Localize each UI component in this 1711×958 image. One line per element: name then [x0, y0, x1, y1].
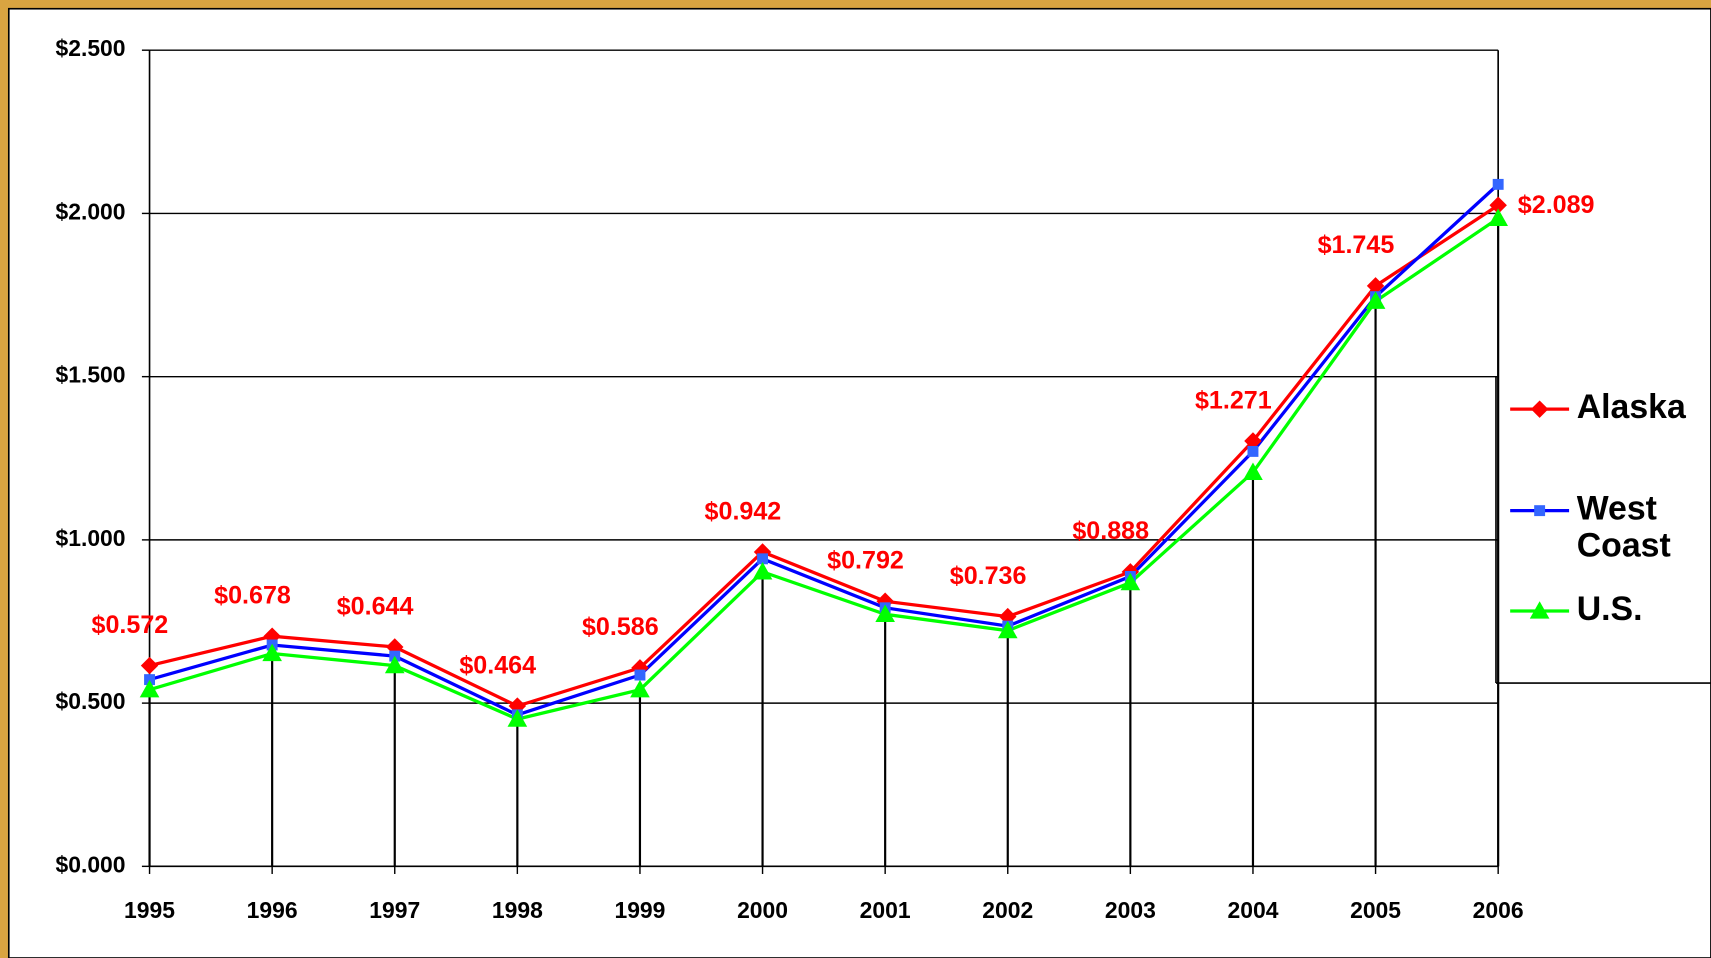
- point-marker: [262, 643, 282, 662]
- x-tick-label: 2000: [737, 897, 788, 923]
- y-tick-label: $2.000: [55, 198, 125, 224]
- data-label: $2.089: [1518, 191, 1595, 219]
- y-tick-label: $0.000: [55, 851, 125, 877]
- point-marker: [757, 553, 769, 565]
- y-tick-label: $1.000: [55, 525, 125, 551]
- point-marker: [1366, 277, 1385, 295]
- point-marker: [1492, 178, 1504, 190]
- series-line: [149, 203, 1500, 708]
- series-line: [149, 183, 1500, 717]
- point-marker: [752, 562, 773, 580]
- x-tick-label: 1997: [369, 897, 420, 923]
- x-tick-label: 2001: [860, 897, 911, 923]
- legend-marker: [1530, 400, 1549, 418]
- point-marker: [630, 679, 650, 698]
- y-tick-label: $2.500: [55, 35, 125, 61]
- legend-item: U.S.: [1576, 590, 1643, 628]
- legend-marker: [1529, 601, 1550, 619]
- point-marker: [1247, 445, 1259, 457]
- legend-label: West Coast: [1576, 489, 1671, 565]
- legend-marker: [1534, 505, 1546, 517]
- point-marker: [384, 655, 405, 674]
- chart-area: [7, 7, 1711, 958]
- point-marker: [1365, 291, 1386, 309]
- point-marker: [875, 604, 895, 622]
- data-label: $0.888: [1072, 517, 1149, 545]
- point-marker: [997, 620, 1018, 639]
- y-tick-label: $1.500: [55, 362, 125, 388]
- point-marker: [139, 679, 160, 698]
- point-marker: [1120, 572, 1141, 591]
- data-label: $1.271: [1195, 386, 1272, 414]
- data-label: $0.792: [827, 547, 904, 575]
- legend-item: West Coast: [1576, 489, 1671, 565]
- x-tick-label: 2002: [982, 897, 1033, 923]
- point-marker: [1244, 432, 1262, 450]
- legend-label: Alaska: [1576, 388, 1686, 426]
- x-tick-label: 1995: [124, 897, 175, 923]
- data-label: $0.942: [705, 497, 782, 525]
- x-tick-label: 2006: [1473, 897, 1524, 923]
- x-tick-label: 2005: [1350, 897, 1401, 923]
- data-label: $0.736: [950, 562, 1027, 590]
- x-tick-label: 1999: [614, 897, 665, 923]
- x-tick-label: 1996: [247, 897, 298, 923]
- data-label: $0.586: [582, 613, 659, 641]
- data-label: $0.678: [214, 582, 291, 610]
- point-marker: [1243, 462, 1263, 480]
- data-label: $0.464: [459, 651, 536, 679]
- legend-label: U.S.: [1576, 590, 1643, 628]
- legend-item: Alaska: [1576, 388, 1686, 426]
- point-marker: [144, 674, 156, 686]
- point-marker: [634, 669, 646, 681]
- series-line: [149, 216, 1500, 721]
- x-tick-label: 2004: [1227, 897, 1278, 923]
- data-label: $0.572: [92, 611, 169, 639]
- point-marker: [507, 709, 528, 727]
- data-label: $0.644: [337, 592, 414, 620]
- y-tick-label: $0.500: [55, 688, 125, 714]
- x-tick-label: 2003: [1105, 897, 1156, 923]
- data-label: $1.745: [1318, 231, 1395, 259]
- x-tick-label: 1998: [492, 897, 543, 923]
- point-marker: [1488, 208, 1508, 226]
